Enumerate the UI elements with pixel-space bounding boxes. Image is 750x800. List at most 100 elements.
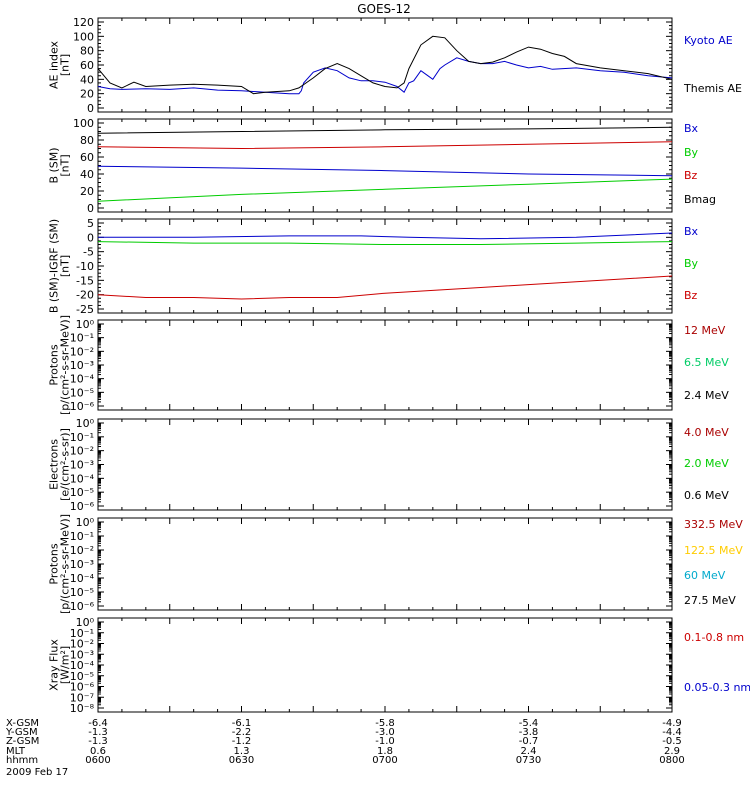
y-tick-label: 120	[73, 16, 94, 29]
y-tick-label: 10⁻⁵	[70, 386, 94, 399]
footer-cell: 0600	[85, 755, 110, 766]
legend-122-5-mev: 122.5 MeV	[684, 544, 743, 557]
panel-3: -25-20 -15-10-5 05 B (SM)-IGRF (SM)[nT] Bx By…	[48, 217, 699, 316]
y-axis-label: Xray Flux[W/m²]	[48, 639, 72, 691]
y-tick-label: 10⁰	[76, 417, 95, 430]
y-tick-label: -20	[76, 289, 94, 302]
footer-cell: -1.2	[232, 736, 252, 747]
y-tick-label: 10⁻⁴	[70, 572, 95, 585]
legend-2-0-mev: 2.0 MeV	[684, 457, 729, 470]
footer-cell: 0800	[659, 755, 684, 766]
legend-bx: Bx	[684, 225, 699, 238]
y-axis-label: Protons[p/(cm²-s-sr-MeV)]	[48, 514, 72, 614]
y-axis-label-line: Protons	[48, 543, 61, 584]
y-tick-label: 10⁻⁷	[70, 691, 94, 704]
legend-themis-ae: Themis AE	[683, 82, 742, 95]
panel-frame	[97, 418, 673, 511]
legend-by: By	[684, 257, 699, 270]
y-tick-label: 10⁻²	[70, 638, 94, 651]
y-axis-label: Electrons[e/(cm²-s-sr)]	[48, 428, 72, 501]
y-tick-label: 10⁻³	[70, 648, 94, 661]
footer-cell: 0730	[516, 755, 541, 766]
y-axis-label: Protons[p/(cm²-s-sr-MeV)]	[48, 315, 72, 415]
y-tick-label: 10⁻⁴	[70, 373, 95, 386]
y-tick-label: 5	[87, 217, 94, 230]
footer-cell: -1.0	[375, 736, 395, 747]
y-axis-label-line: AE index	[48, 40, 61, 89]
y-tick-label: 10⁰	[76, 616, 95, 629]
y-tick-label: -25	[76, 303, 94, 316]
y-tick-label: 10⁻⁵	[70, 486, 94, 499]
footer-cell: -3.8	[519, 727, 539, 738]
legend-bmag: Bmag	[684, 193, 716, 206]
y-tick-label: 10⁻⁶	[70, 500, 95, 513]
y-tick-label: 10⁻³	[70, 558, 94, 571]
series-line-themis-ae	[97, 35, 673, 95]
legend-0-6-mev: 0.6 MeV	[684, 489, 729, 502]
footer-cell: -0.7	[519, 736, 539, 747]
footer-cell: -2.2	[232, 727, 252, 738]
footer-cell: 0630	[229, 755, 254, 766]
footer-cell: 2.4	[521, 746, 537, 757]
y-tick-label: 10⁻⁶	[70, 400, 95, 413]
footer-cell: -3.0	[375, 727, 395, 738]
footer-cell: 0.6	[90, 746, 106, 757]
y-axis-label-line: [W/m²]	[59, 646, 72, 684]
y-tick-label: 80	[80, 45, 94, 58]
y-tick-label: 0	[87, 202, 94, 215]
legend-332-5-mev: 332.5 MeV	[684, 518, 743, 531]
footer-row-label: X-GSM	[6, 718, 39, 729]
y-tick-label: 10⁻²	[70, 445, 94, 458]
footer-row-label: Z-GSM	[6, 736, 39, 747]
series-line-bz	[97, 141, 673, 150]
panel-frame	[97, 617, 673, 713]
footer-cell: -5.4	[519, 718, 539, 729]
series-line-bz	[97, 275, 673, 300]
legend-bx: Bx	[684, 122, 699, 135]
legend-kyoto-ae: Kyoto AE	[684, 34, 733, 47]
panel-frame	[97, 218, 673, 314]
y-tick-label: 10⁻³	[70, 359, 94, 372]
y-tick-label: 40	[80, 73, 94, 86]
legend-2-4-mev: 2.4 MeV	[684, 389, 729, 402]
y-tick-label: 100	[73, 30, 94, 43]
y-axis-label-line: Electrons	[48, 439, 61, 490]
series-line-by	[97, 241, 673, 245]
series-line-bx	[98, 232, 673, 240]
y-tick-label: 10⁰	[76, 318, 95, 331]
y-tick-label: 40	[80, 168, 94, 181]
footer-row-label: hhmm	[6, 755, 38, 766]
footer-cell: 1.3	[234, 746, 250, 757]
y-tick-label: 80	[80, 134, 94, 147]
legend-bz: Bz	[684, 169, 698, 182]
y-axis-label-line: Xray Flux	[48, 639, 61, 691]
panel-2: 0 20 40 60 80 100 B (SM)[nT] Bx By Bz Bmag	[48, 117, 717, 215]
y-axis-label-line: B (SM)-IGRF (SM)	[48, 219, 61, 313]
y-tick-label: -15	[76, 274, 94, 287]
y-tick-label: 10⁻⁸	[70, 702, 95, 715]
y-axis-label-line: [nT]	[59, 154, 72, 176]
y-tick-label: 0	[87, 231, 94, 244]
y-axis-label-line: [nT]	[59, 255, 72, 277]
y-tick-label: 10⁻⁴	[70, 472, 95, 485]
legend-4-0-mev: 4.0 MeV	[684, 426, 729, 439]
y-tick-label: 20	[80, 88, 94, 101]
legend-60-mev: 60 MeV	[684, 569, 726, 582]
y-tick-label: 10⁻²	[70, 345, 94, 358]
y-tick-label: 10⁻⁵	[70, 670, 94, 683]
series-line-by	[97, 178, 673, 202]
y-tick-label: 0	[87, 102, 94, 115]
legend-by: By	[684, 146, 699, 159]
y-tick-label: -5	[83, 246, 94, 259]
series-line-kyoto-ae	[97, 57, 673, 95]
y-axis-label-line: [p/(cm²-s-sr-MeV)]	[59, 514, 72, 614]
y-tick-label: 10⁻¹	[70, 627, 94, 640]
footer-cell: -6.1	[232, 718, 252, 729]
y-tick-label: 10⁰	[76, 516, 95, 529]
legend-bz: Bz	[684, 289, 698, 302]
footer-cell: 0700	[372, 755, 397, 766]
